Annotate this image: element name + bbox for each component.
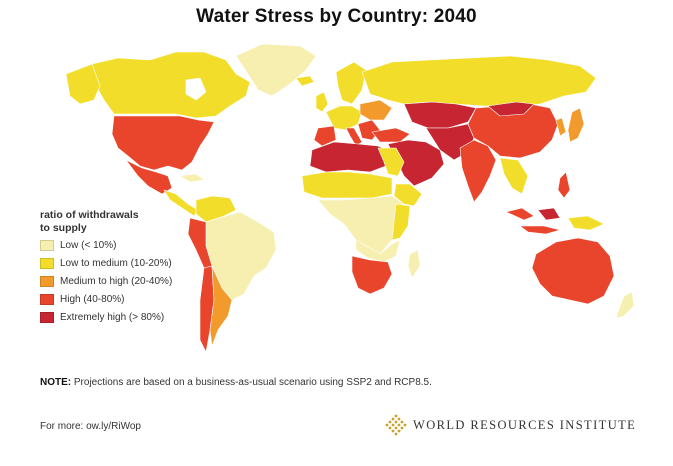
legend-item-high: High (40-80%) [40,291,180,307]
region-turkey [371,127,411,143]
region-mongolia [487,101,535,117]
region-philippines [557,171,571,199]
region-south-africa [351,255,393,295]
legend: ratio of withdrawals to supply Low (< 10… [40,209,180,325]
footnote: NOTE: Projections are based on a busines… [40,377,432,388]
region-horn-africa [393,183,423,207]
region-scandinavia [335,61,367,105]
legend-label: Medium to high (20-40%) [60,275,173,287]
hudson-bay [185,77,207,101]
region-mexico [125,159,173,195]
region-southern-africa-mid [355,239,401,263]
region-western-europe [325,105,363,131]
region-korea [555,117,567,137]
region-usa [111,115,215,171]
region-madagascar [407,249,421,279]
map-title: Water Stress by Country: 2040 [196,6,477,27]
legend-item-low: Low (< 10%) [40,237,180,253]
region-uk [315,91,329,113]
region-central-asia [403,101,477,129]
region-canada [91,51,251,119]
legend-swatch [40,239,54,251]
region-greenland [235,43,317,97]
region-north-africa [309,141,393,173]
legend-swatch [40,275,54,287]
legend-item-low-medium: Low to medium (10-20%) [40,255,180,271]
region-new-zealand [615,291,635,319]
region-indonesia-3 [519,225,561,235]
region-eastern-europe [359,99,393,121]
legend-swatch [40,311,54,323]
region-cuba [179,173,205,183]
footnote-text: Projections are based on a business-as-u… [73,377,432,388]
region-iceland [295,75,315,87]
more-info-link[interactable]: For more: ow.ly/RiWop [40,421,141,432]
region-sahel [301,171,393,199]
region-indonesia-2 [537,207,561,221]
region-japan [567,107,585,143]
legend-title: ratio of withdrawals to supply [40,209,180,235]
footnote-label: NOTE: [40,377,72,388]
legend-title-line2: to supply [40,222,87,234]
region-new-guinea [567,215,605,231]
legend-label: Extremely high (> 80%) [60,311,165,323]
organization-name: WORLD RESOURCES INSTITUTE [413,417,637,432]
legend-item-extremely-high: Extremely high (> 80%) [40,309,180,325]
region-alaska [65,63,101,105]
wri-diamond-logo-icon [385,414,407,436]
region-australia [531,237,615,305]
legend-swatch [40,257,54,269]
wri-branding: WORLD RESOURCES INSTITUTE [385,414,636,436]
region-argentina [209,265,233,347]
region-north-south-america [195,195,237,223]
region-spain [313,125,337,147]
legend-label: High (40-80%) [60,293,125,305]
region-southeast-asia [499,157,529,195]
legend-label: Low to medium (10-20%) [60,257,172,269]
region-egypt [377,147,405,177]
region-east-africa [391,203,411,241]
legend-label: Low (< 10%) [60,239,117,251]
region-india [459,139,497,203]
region-russia [361,55,597,107]
legend-swatch [40,293,54,305]
legend-title-line1: ratio of withdrawals [40,209,139,221]
legend-item-medium-high: Medium to high (20-40%) [40,273,180,289]
region-indonesia [505,207,535,221]
